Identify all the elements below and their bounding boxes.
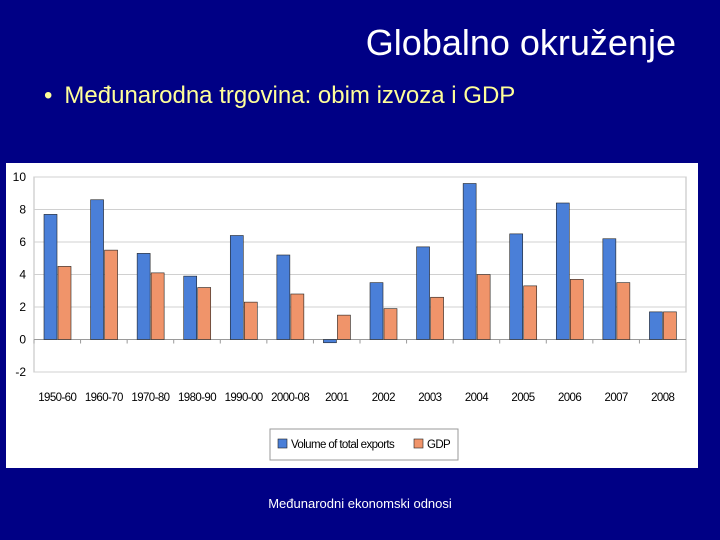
bar-exports — [509, 233, 524, 340]
bar-gdp — [150, 272, 165, 340]
x-tick-label: 1970-80 — [131, 392, 169, 404]
bar-exports — [649, 311, 663, 340]
bar-exports — [555, 202, 570, 340]
slide-title: Globalno okruženje — [365, 22, 676, 63]
bullet-point: • Međunarodna trgovina: obim izvoza i GDP — [44, 82, 515, 110]
bar-exports — [462, 183, 477, 340]
bar-gdp — [430, 296, 444, 340]
bar-gdp — [569, 279, 584, 340]
bar-exports — [276, 254, 291, 340]
bar-exports — [416, 246, 430, 340]
bar-exports — [90, 199, 104, 340]
x-tick-label: 2008 — [651, 392, 674, 404]
x-tick-label: 2002 — [372, 392, 395, 404]
bar-exports — [369, 282, 384, 340]
x-tick-label: 1960-70 — [85, 392, 123, 404]
y-tick-label: 8 — [19, 203, 26, 217]
bar-exports — [43, 214, 58, 340]
x-tick-label: 1950-60 — [38, 392, 76, 404]
bar-exports — [602, 238, 617, 340]
bar-gdp — [476, 274, 491, 340]
x-tick-label: 2003 — [418, 392, 441, 404]
x-tick-label: 1980-90 — [178, 392, 216, 404]
bullet-icon: • — [44, 82, 53, 109]
legend-swatch-gdp — [413, 438, 424, 449]
bullet-text: Međunarodna trgovina: obim izvoza i GDP — [64, 82, 516, 109]
x-tick-label: 1990-00 — [225, 392, 263, 404]
bar-exports — [323, 339, 337, 344]
bar-chart: -2 0 2 4 6 8 10 1950-60 1960-70 1970-80 1980-90 199… — [13, 170, 687, 461]
bar-gdp — [290, 293, 305, 340]
bar-exports — [229, 235, 244, 340]
bar-gdp — [104, 249, 118, 340]
bar-gdp — [57, 266, 72, 340]
x-tick-label: 2004 — [465, 392, 489, 404]
x-tick-label: 2006 — [558, 392, 581, 404]
y-tick-label: -2 — [15, 365, 26, 379]
x-tick-label: 2007 — [605, 392, 628, 404]
bar-gdp — [197, 287, 212, 340]
legend-swatch-exports — [277, 438, 288, 449]
bar-gdp — [243, 301, 258, 340]
bar-gdp — [337, 314, 351, 340]
footer-text: Međunarodni ekonomski odnosi — [268, 496, 452, 511]
y-tick-label: 6 — [19, 235, 26, 249]
y-tick-label: 4 — [19, 268, 26, 282]
legend-box — [269, 428, 459, 461]
bar-gdp — [523, 285, 538, 340]
bar-gdp — [383, 308, 398, 340]
x-tick-label: 2001 — [325, 392, 348, 404]
legend-label: GDP — [427, 439, 451, 451]
bar-exports — [136, 253, 151, 340]
x-tick-label: 2005 — [511, 392, 534, 404]
chart-panel: -2 0 2 4 6 8 10 1950-60 1960-70 1970-80 1980-90 199… — [6, 163, 698, 468]
bar-gdp — [663, 311, 677, 340]
y-tick-label: 2 — [19, 300, 26, 314]
bar-exports — [183, 275, 198, 340]
bar-gdp — [616, 282, 631, 340]
y-tick-label: 0 — [19, 333, 26, 347]
legend-label: Volume of total exports — [291, 439, 395, 451]
y-tick-label: 10 — [13, 170, 27, 184]
x-tick-label: 2000-08 — [271, 392, 309, 404]
